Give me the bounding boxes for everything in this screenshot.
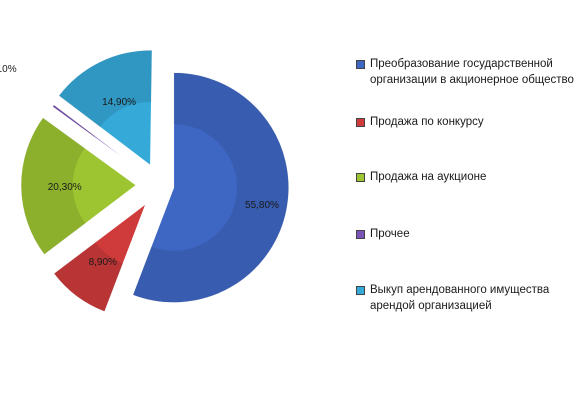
legend-item-auction-sale: Продажа на аукционе — [356, 169, 581, 185]
pie-slice-shade-auction-sale — [21, 117, 86, 255]
pie-slice-lease-buyout — [58, 49, 153, 166]
legend-label-transformation: Преобразование государственной организац… — [370, 58, 574, 86]
legend-item-tender-sale: Продажа по конкурсу — [356, 114, 581, 130]
legend-label-lease-buyout: Выкуп арендованного имущества арендой ор… — [370, 284, 550, 312]
data-label-tender-sale: 8,90% — [89, 257, 117, 268]
pie-slice-shade-other — [52, 104, 96, 138]
legend-swatch-lease-buyout — [356, 286, 365, 295]
legend-swatch-other — [356, 230, 365, 239]
legend-item-lease-buyout: Выкуп арендованного имущества арендой ор… — [356, 282, 581, 314]
legend-swatch-tender-sale — [356, 118, 365, 127]
pie-slice-transformation — [132, 72, 290, 303]
legend-label-tender-sale: Продажа по конкурсу — [370, 116, 484, 128]
data-label-auction-sale: 20,30% — [48, 182, 82, 193]
legend-item-transformation: Преобразование государственной организац… — [356, 56, 581, 88]
legend-swatch-auction-sale — [356, 173, 365, 182]
legend-swatch-transformation — [356, 60, 365, 69]
legend-label-other: Прочее — [370, 228, 410, 240]
data-label-other: 0,10% — [0, 64, 17, 75]
pie-slice-shade-lease-buyout — [58, 50, 153, 127]
legend-label-auction-sale: Продажа на аукционе — [370, 171, 487, 183]
pie-slice-other — [52, 104, 146, 175]
data-label-transformation: 55,80% — [245, 200, 279, 211]
pie-slice-shade-transformation — [132, 72, 289, 303]
data-label-lease-buyout: 14,90% — [102, 97, 136, 108]
pie-slice-tender-sale — [53, 203, 147, 313]
legend-item-other: Прочее — [356, 226, 581, 242]
pie-slice-shade-tender-sale — [53, 242, 124, 312]
pie-slice-auction-sale — [20, 117, 137, 255]
